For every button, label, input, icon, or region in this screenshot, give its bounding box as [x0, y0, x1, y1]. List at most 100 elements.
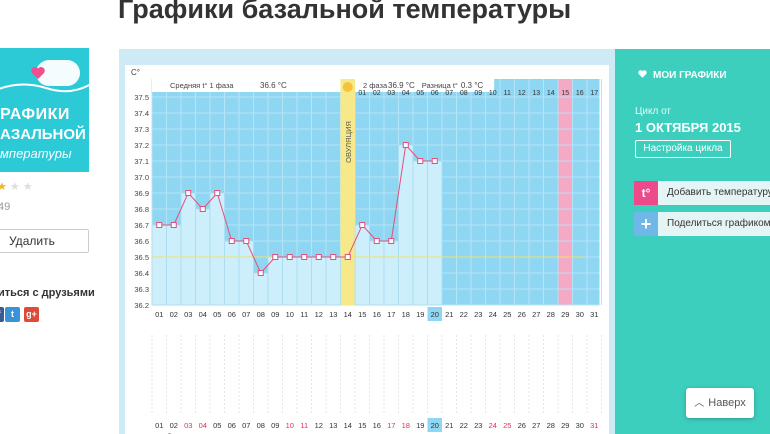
- date-label: 18: [402, 421, 410, 430]
- y-tick-label: 37.0: [134, 173, 149, 182]
- date-label: 07: [242, 421, 250, 430]
- rating-stars[interactable]: ★★★: [0, 180, 36, 193]
- app-title-line2: АЗАЛЬНОЙ: [0, 126, 86, 143]
- ovulation-label: ОВУЛЯЦИЯ: [344, 121, 353, 163]
- x-tick-label: 20: [431, 310, 439, 319]
- y-tick-label: 36.7: [134, 221, 149, 230]
- x-tick-label: 03: [184, 310, 192, 319]
- temperature-point: [286, 254, 293, 260]
- ovulation-sun-icon: [342, 82, 353, 92]
- twitter-icon[interactable]: t: [5, 307, 20, 322]
- star-icon: ★: [22, 181, 36, 193]
- date-label: 10: [286, 421, 294, 430]
- x-tick-label: 24: [489, 310, 497, 319]
- temperature-bar: [325, 256, 341, 306]
- date-label: 29: [561, 421, 569, 430]
- date-label: 21: [445, 421, 453, 430]
- app-logo[interactable]: РАФИКИ АЗАЛЬНОЙ мпературы: [0, 48, 89, 172]
- date-label: 14: [344, 421, 352, 430]
- add-temperature-label: Добавить температуру: [667, 187, 770, 198]
- x-tick-label: 14: [344, 310, 352, 319]
- facebook-icon[interactable]: f: [0, 307, 4, 322]
- add-temperature-button[interactable]: t° Добавить температуру: [634, 181, 770, 205]
- date-label: 19: [416, 421, 424, 430]
- x-tick-label: 07: [242, 310, 250, 319]
- temperature-point: [170, 222, 177, 228]
- top-day-label: 14: [547, 90, 555, 97]
- date-label: 17: [387, 421, 395, 430]
- top-day-label: 08: [460, 90, 468, 97]
- temperature-point: [417, 158, 424, 164]
- top-day-label: 12: [518, 90, 526, 97]
- date-label: 28: [547, 421, 555, 430]
- chart-panel: 36.2 36.3 36.4 36.5 36.6 36.7 36.8 36.9 37.0 37.1…: [119, 49, 615, 434]
- share-graph-label: Поделиться графиком: [667, 218, 770, 229]
- diff-label: Разница t°: [422, 81, 458, 90]
- y-tick-label: 36.2: [134, 301, 149, 310]
- temperature-point: [402, 142, 409, 148]
- date-label: 20: [431, 421, 439, 430]
- x-tick-label: 17: [387, 310, 395, 319]
- back-to-top-label: Наверх: [708, 397, 746, 409]
- y-tick-label: 37.4: [134, 109, 149, 118]
- share-graph-button[interactable]: + Поделиться графиком: [634, 212, 770, 236]
- my-charts-link[interactable]: МОИ ГРАФИКИ: [637, 69, 727, 81]
- page-title: Графики базальной температуры: [118, 0, 572, 24]
- delete-button[interactable]: Удалить: [0, 229, 89, 253]
- temperature-bar: [151, 224, 167, 306]
- cycle-settings-button[interactable]: Настройка цикла: [635, 140, 731, 158]
- google-plus-icon[interactable]: g+: [24, 307, 39, 322]
- temperature-chart[interactable]: 36.2 36.3 36.4 36.5 36.6 36.7 36.8 36.9 37.0 37.1…: [125, 65, 609, 434]
- phase1-label: Средняя t° 1 фаза: [170, 81, 234, 90]
- phase2-label: 2 фаза: [363, 81, 388, 90]
- top-day-label: 17: [590, 90, 598, 97]
- temperature-point: [156, 222, 163, 228]
- x-tick-label: 18: [402, 310, 410, 319]
- date-label: 08: [257, 421, 265, 430]
- x-tick-label: 23: [474, 310, 482, 319]
- diff-value: 0.3 °C: [461, 81, 484, 90]
- wave-decoration: [0, 83, 89, 93]
- top-day-label: 04: [402, 90, 410, 97]
- x-tick-label: 04: [199, 310, 207, 319]
- x-tick-label: 01: [155, 310, 163, 319]
- date-label: 27: [532, 421, 540, 430]
- y-tick-label: 37.2: [134, 141, 149, 150]
- rating-count: 49: [0, 201, 11, 213]
- temperature-point: [272, 254, 279, 260]
- x-tick-label: 13: [329, 310, 337, 319]
- back-to-top-button[interactable]: ︿ Наверх: [686, 388, 754, 418]
- x-tick-label: 12: [315, 310, 323, 319]
- date-label: 09: [271, 421, 279, 430]
- temperature-bar: [296, 256, 312, 306]
- x-tick-label: 26: [518, 310, 526, 319]
- temperature-bar: [398, 144, 414, 306]
- temperature-point: [359, 222, 366, 228]
- top-day-label: 09: [474, 90, 482, 97]
- temperature-point: [315, 254, 322, 260]
- temperature-point: [431, 158, 438, 164]
- date-label: 22: [460, 421, 468, 430]
- star-icon: ★: [0, 181, 10, 193]
- phase2-value: 36.9 °C: [388, 81, 415, 90]
- today-marker: [427, 307, 442, 321]
- date-label: 05: [213, 421, 221, 430]
- my-charts-label: МОИ ГРАФИКИ: [653, 70, 727, 81]
- x-tick-label: 02: [170, 310, 178, 319]
- highlight-column: [558, 79, 573, 305]
- temperature-point: [243, 238, 250, 244]
- x-tick-label: 06: [228, 310, 236, 319]
- date-label: 25: [503, 421, 511, 430]
- date-label: 01: [155, 421, 163, 430]
- temperature-bar: [311, 256, 327, 306]
- date-label: 30: [576, 421, 584, 430]
- ovulation-column: [340, 79, 355, 305]
- temperature-point: [185, 190, 192, 196]
- chevron-up-icon: ︿: [694, 398, 705, 409]
- x-tick-label: 11: [300, 310, 308, 319]
- x-tick-label: 30: [576, 310, 584, 319]
- heart-icon: [638, 70, 647, 78]
- y-tick-label: 36.4: [134, 269, 149, 278]
- temperature-point: [330, 254, 337, 260]
- date-label: 12: [315, 421, 323, 430]
